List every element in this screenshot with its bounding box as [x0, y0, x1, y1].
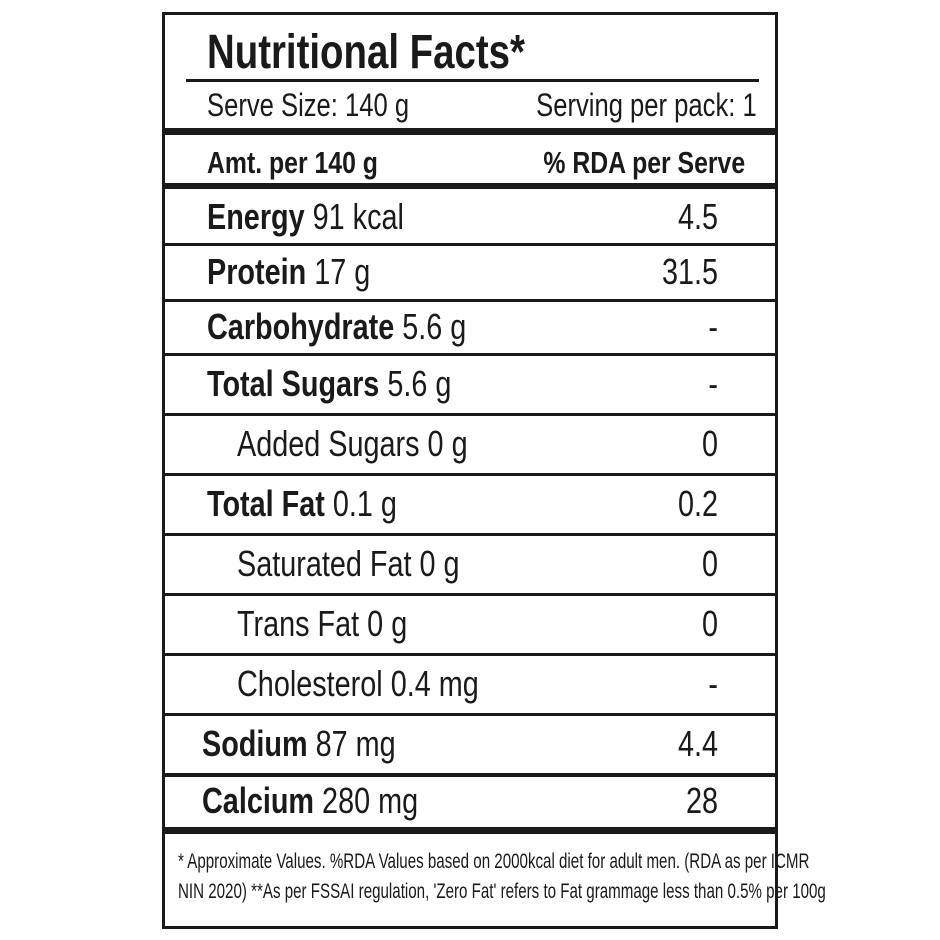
nutrient-rda: 0	[701, 603, 718, 644]
divider	[165, 299, 775, 302]
nutrient-row: Cholesterol 0.4 mg -	[165, 653, 775, 713]
nutrient-rda: -	[708, 363, 718, 404]
nutrient-label: Calcium	[202, 780, 315, 821]
nutrient-amount: 0.1 g	[332, 483, 397, 524]
nutrient-row: Added Sugars 0 g 0	[165, 413, 775, 473]
nutrient-label: Cholesterol	[237, 663, 383, 704]
nutrition-facts-panel: Nutritional Facts* Serve Size: 140 g Ser…	[162, 12, 826, 929]
nutrient-amount: 91 kcal	[312, 196, 404, 237]
divider	[165, 773, 775, 777]
nutrient-row: Carbohydrate 5.6 g -	[165, 299, 775, 353]
nutrient-row: Sodium 87 mg 4.4	[165, 713, 775, 773]
divider	[165, 243, 775, 246]
nutrient-name: Energy 91 kcal	[207, 197, 404, 237]
divider	[165, 473, 775, 476]
divider	[165, 827, 775, 834]
nutrient-name: Saturated Fat 0 g	[237, 544, 460, 584]
footnote-line-1: * Approximate Values. %RDA Values based …	[178, 850, 810, 873]
nutrient-rda: 0	[701, 543, 718, 584]
nutrient-row: Total Fat 0.1 g 0.2	[165, 473, 775, 533]
nutrient-rda: 0.2	[677, 483, 718, 524]
nutrient-name: Trans Fat 0 g	[237, 604, 407, 644]
nutrient-amount: 0 g	[367, 603, 408, 644]
panel-title: Nutritional Facts*	[207, 26, 525, 79]
nutrient-rda: 4.5	[677, 196, 718, 237]
nutrient-name: Total Fat 0.1 g	[207, 484, 397, 524]
nutrient-row: Total Sugars 5.6 g -	[165, 353, 775, 413]
header-amount: Amt. per 140 g	[207, 145, 378, 180]
nutrient-name: Total Sugars 5.6 g	[207, 364, 451, 404]
nutrient-rda: 28	[685, 780, 718, 821]
nutrient-rda: -	[708, 306, 718, 347]
nutrient-row: Calcium 280 mg 28	[165, 773, 775, 827]
divider	[165, 183, 775, 189]
footnote-line-2: NIN 2020) **As per FSSAI regulation, 'Ze…	[178, 880, 826, 903]
footnote: * Approximate Values. %RDA Values based …	[178, 847, 826, 907]
nutrient-amount: 0 g	[419, 543, 460, 584]
nutrient-label: Total Sugars	[207, 363, 380, 404]
nutrient-name: Protein 17 g	[207, 252, 370, 292]
nutrient-rda: 0	[701, 423, 718, 464]
nutrient-label: Carbohydrate	[207, 306, 395, 347]
divider	[165, 128, 775, 135]
divider	[165, 533, 775, 536]
nutrient-name: Sodium 87 mg	[202, 724, 396, 764]
nutrient-row: Saturated Fat 0 g 0	[165, 533, 775, 593]
nutrient-amount: 5.6 g	[387, 363, 452, 404]
nutrient-name: Carbohydrate 5.6 g	[207, 307, 466, 347]
nutrient-amount: 280 mg	[322, 780, 419, 821]
nutrient-row: Protein 17 g 31.5	[165, 243, 775, 299]
divider	[165, 653, 775, 656]
nutrient-amount: 17 g	[314, 251, 371, 292]
nutrient-rda: -	[708, 663, 718, 704]
nutrient-amount: 0 g	[427, 423, 468, 464]
nutrient-label: Sodium	[202, 723, 308, 764]
nutrient-rda: 4.4	[677, 723, 718, 764]
nutrient-label: Total Fat	[207, 483, 325, 524]
divider	[165, 593, 775, 596]
nutrient-amount: 0.4 mg	[390, 663, 479, 704]
nutrient-rda: 31.5	[661, 251, 718, 292]
serve-size: Serve Size: 140 g	[207, 87, 410, 123]
divider	[165, 713, 775, 716]
nutrient-row: Trans Fat 0 g 0	[165, 593, 775, 653]
nutrient-row: Energy 91 kcal 4.5	[165, 189, 775, 243]
nutrient-label: Protein	[207, 251, 307, 292]
nutrient-label: Saturated Fat	[237, 543, 412, 584]
divider	[165, 353, 775, 356]
servings-per-pack: Serving per pack: 1	[536, 87, 757, 123]
nutrient-amount: 87 mg	[315, 723, 396, 764]
header-rda: % RDA per Serve	[543, 145, 745, 180]
nutrient-label: Added Sugars	[237, 423, 420, 464]
nutrient-name: Calcium 280 mg	[202, 781, 418, 821]
nutrient-name: Cholesterol 0.4 mg	[237, 664, 479, 704]
nutrient-label: Energy	[207, 196, 305, 237]
nutrient-name: Added Sugars 0 g	[237, 424, 468, 464]
title-divider	[186, 79, 759, 82]
nutrient-amount: 5.6 g	[402, 306, 467, 347]
divider	[165, 413, 775, 416]
nutrient-label: Trans Fat	[237, 603, 360, 644]
